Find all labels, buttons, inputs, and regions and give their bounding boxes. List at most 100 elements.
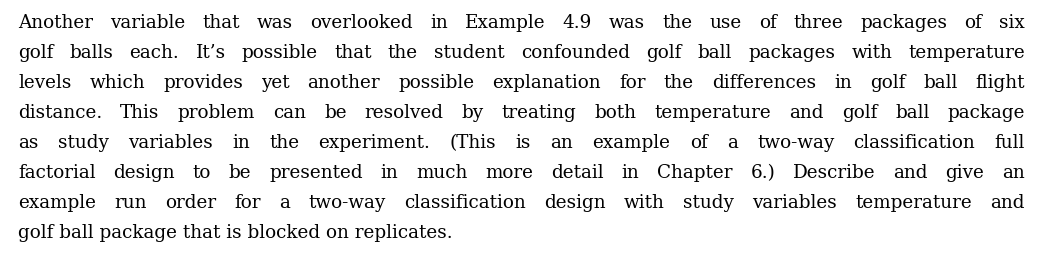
Text: golf ball package that is blocked on replicates.: golf ball package that is blocked on rep… bbox=[18, 224, 453, 242]
Text: Example: Example bbox=[465, 14, 545, 32]
Text: be: be bbox=[228, 164, 251, 182]
Text: in: in bbox=[232, 134, 249, 152]
Text: variable: variable bbox=[111, 14, 186, 32]
Text: Chapter: Chapter bbox=[657, 164, 732, 182]
Text: run: run bbox=[115, 194, 147, 212]
Text: study: study bbox=[57, 134, 108, 152]
Text: (This: (This bbox=[450, 134, 496, 152]
Text: flight: flight bbox=[975, 74, 1025, 92]
Text: by: by bbox=[462, 104, 484, 122]
Text: for: for bbox=[620, 74, 646, 92]
Text: six: six bbox=[999, 14, 1025, 32]
Text: variables: variables bbox=[752, 194, 838, 212]
Text: of: of bbox=[689, 134, 707, 152]
Text: golf: golf bbox=[646, 44, 681, 62]
Text: an: an bbox=[1002, 164, 1025, 182]
Text: ball: ball bbox=[923, 74, 957, 92]
Text: temperature: temperature bbox=[908, 44, 1025, 62]
Text: in: in bbox=[834, 74, 852, 92]
Text: which: which bbox=[90, 74, 145, 92]
Text: It’s: It’s bbox=[195, 44, 225, 62]
Text: an: an bbox=[551, 134, 573, 152]
Text: resolved: resolved bbox=[365, 104, 443, 122]
Text: golf: golf bbox=[18, 44, 53, 62]
Text: that: that bbox=[334, 44, 371, 62]
Text: detail: detail bbox=[551, 164, 604, 182]
Text: treating: treating bbox=[502, 104, 577, 122]
Text: give: give bbox=[946, 164, 985, 182]
Text: in: in bbox=[381, 164, 398, 182]
Text: Another: Another bbox=[18, 14, 93, 32]
Text: This: This bbox=[120, 104, 160, 122]
Text: and: and bbox=[894, 164, 928, 182]
Text: classification: classification bbox=[404, 194, 526, 212]
Text: balls: balls bbox=[70, 44, 114, 62]
Text: variables: variables bbox=[128, 134, 213, 152]
Text: confounded: confounded bbox=[520, 44, 630, 62]
Text: packages: packages bbox=[860, 14, 947, 32]
Text: the: the bbox=[662, 14, 693, 32]
Text: in: in bbox=[622, 164, 639, 182]
Text: explanation: explanation bbox=[492, 74, 601, 92]
Text: example: example bbox=[592, 134, 671, 152]
Text: a: a bbox=[727, 134, 737, 152]
Text: use: use bbox=[709, 14, 742, 32]
Text: packages: packages bbox=[748, 44, 835, 62]
Text: two-way: two-way bbox=[309, 194, 386, 212]
Text: can: can bbox=[273, 104, 306, 122]
Text: both: both bbox=[595, 104, 636, 122]
Text: student: student bbox=[434, 44, 505, 62]
Text: the: the bbox=[388, 44, 418, 62]
Text: problem: problem bbox=[177, 104, 254, 122]
Text: 4.9: 4.9 bbox=[562, 14, 591, 32]
Text: differences: differences bbox=[711, 74, 816, 92]
Text: to: to bbox=[193, 164, 211, 182]
Text: classification: classification bbox=[853, 134, 975, 152]
Text: be: be bbox=[324, 104, 346, 122]
Text: golf: golf bbox=[870, 74, 905, 92]
Text: for: for bbox=[235, 194, 261, 212]
Text: 6.): 6.) bbox=[750, 164, 775, 182]
Text: more: more bbox=[485, 164, 533, 182]
Text: another: another bbox=[308, 74, 381, 92]
Text: much: much bbox=[416, 164, 467, 182]
Text: temperature: temperature bbox=[655, 104, 771, 122]
Text: with: with bbox=[851, 44, 892, 62]
Text: study: study bbox=[683, 194, 734, 212]
Text: as: as bbox=[18, 134, 39, 152]
Text: three: three bbox=[794, 14, 843, 32]
Text: and: and bbox=[991, 194, 1025, 212]
Text: golf: golf bbox=[842, 104, 877, 122]
Text: in: in bbox=[430, 14, 447, 32]
Text: was: was bbox=[609, 14, 645, 32]
Text: the: the bbox=[269, 134, 299, 152]
Text: factorial: factorial bbox=[18, 164, 96, 182]
Text: design: design bbox=[114, 164, 175, 182]
Text: of: of bbox=[965, 14, 983, 32]
Text: overlooked: overlooked bbox=[310, 14, 413, 32]
Text: example: example bbox=[18, 194, 96, 212]
Text: package: package bbox=[947, 104, 1025, 122]
Text: experiment.: experiment. bbox=[318, 134, 431, 152]
Text: and: and bbox=[790, 104, 824, 122]
Text: is: is bbox=[515, 134, 531, 152]
Text: distance.: distance. bbox=[18, 104, 102, 122]
Text: a: a bbox=[280, 194, 290, 212]
Text: that: that bbox=[202, 14, 240, 32]
Text: design: design bbox=[544, 194, 606, 212]
Text: two-way: two-way bbox=[757, 134, 834, 152]
Text: with: with bbox=[624, 194, 665, 212]
Text: the: the bbox=[663, 74, 694, 92]
Text: possible: possible bbox=[398, 74, 475, 92]
Text: possible: possible bbox=[242, 44, 318, 62]
Text: full: full bbox=[995, 134, 1025, 152]
Text: provides: provides bbox=[163, 74, 243, 92]
Text: levels: levels bbox=[18, 74, 71, 92]
Text: Describe: Describe bbox=[793, 164, 875, 182]
Text: order: order bbox=[165, 194, 216, 212]
Text: yet: yet bbox=[261, 74, 290, 92]
Text: presented: presented bbox=[269, 164, 363, 182]
Text: ball: ball bbox=[895, 104, 929, 122]
Text: was: was bbox=[257, 14, 293, 32]
Text: ball: ball bbox=[698, 44, 732, 62]
